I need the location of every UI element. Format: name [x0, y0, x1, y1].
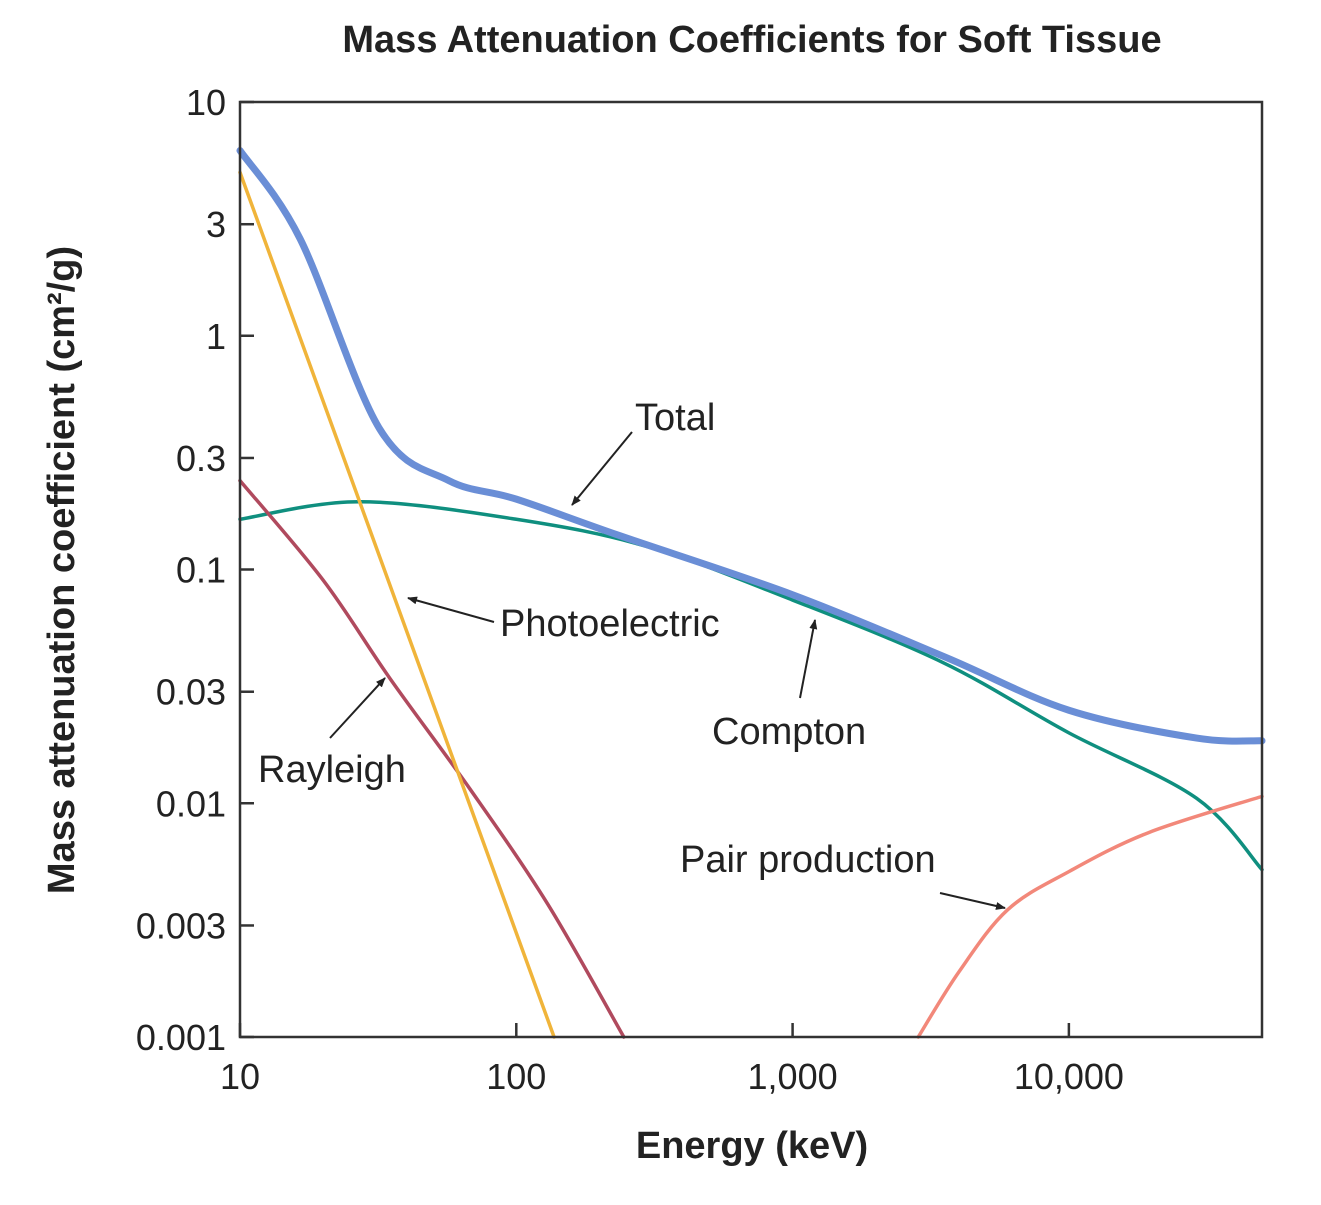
y-tick-label: 0.01: [156, 783, 226, 824]
annotation-arrow: [939, 892, 1006, 910]
annotation-arrow: [407, 596, 495, 623]
chart-title: Mass Attenuation Coefficients for Soft T…: [342, 19, 1161, 61]
axis-ticks: 10 100 1,000 10,000 10 3 1 0.3 0.1 0.03 0.01 0.003 0…: [136, 82, 1124, 1097]
plot-frame: [238, 100, 1264, 1039]
annotation-arrow: [329, 677, 386, 739]
x-tick-label: 10,000: [1014, 1056, 1124, 1097]
series-line-rayleigh: [238, 478, 626, 1039]
y-tick-label: 0.001: [136, 1017, 226, 1058]
series-lines: [236, 147, 1266, 1039]
x-tick-label: 1,000: [748, 1056, 838, 1097]
y-tick-label: 0.1: [176, 550, 226, 591]
annotations: Total Photoelectric Compton Rayleigh Pair pr…: [258, 397, 1006, 910]
annotation-label: Compton: [712, 711, 866, 753]
annotation-label: Photoelectric: [500, 603, 720, 645]
annotation-label: Total: [635, 397, 715, 439]
y-tick-label: 0.003: [136, 905, 226, 946]
y-tick-label: 10: [186, 82, 226, 123]
series-line-compton: [238, 499, 1264, 872]
x-tick-label: 10: [220, 1056, 260, 1097]
annotation-label: Pair production: [680, 839, 936, 881]
series-line-photoelectric: [238, 170, 556, 1039]
annotation-arrow: [571, 431, 633, 506]
y-tick-label: 0.03: [156, 672, 226, 713]
series-line-pair-production: [916, 794, 1264, 1039]
annotation-arrow: [799, 619, 818, 699]
x-tick-label: 100: [486, 1056, 546, 1097]
y-tick-label: 0.3: [176, 438, 226, 479]
y-axis-label: Mass attenuation coefficient (cm²/g): [41, 246, 83, 894]
series-line-total: [236, 147, 1266, 745]
y-tick-label: 3: [206, 204, 226, 245]
y-tick-label: 1: [206, 316, 226, 357]
x-axis-label: Energy (keV): [636, 1125, 868, 1167]
annotation-label: Rayleigh: [258, 749, 406, 791]
